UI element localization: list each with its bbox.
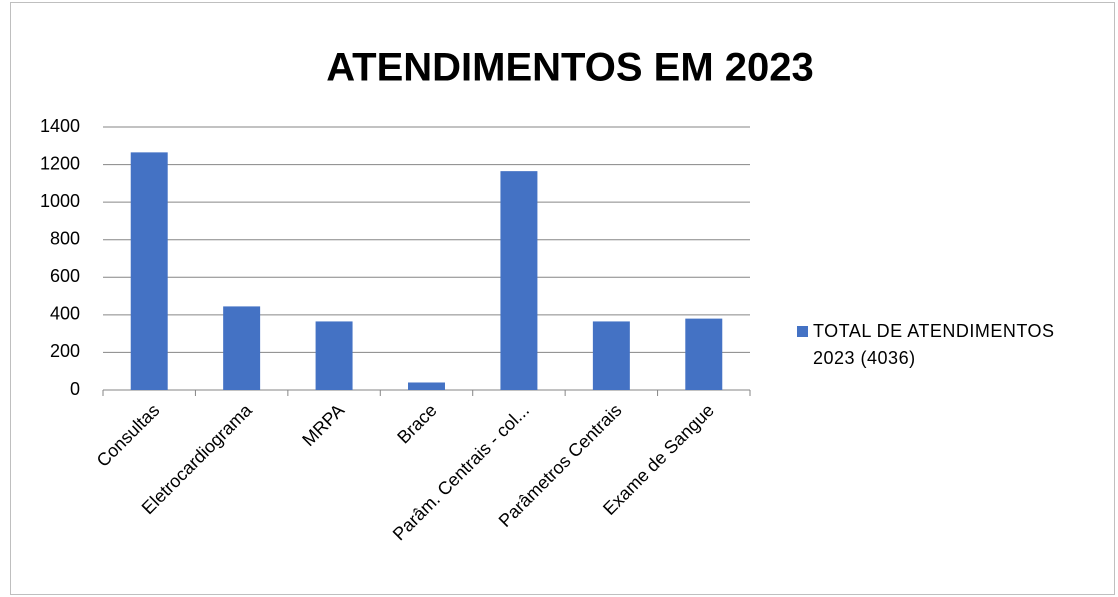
y-tick-label: 0 (70, 379, 80, 399)
chart-border (10, 2, 1115, 595)
y-tick-label: 1400 (40, 116, 80, 136)
legend: TOTAL DE ATENDIMENTOS 2023 (4036) (797, 318, 1087, 372)
y-tick-label: 400 (50, 304, 80, 324)
y-tick-label: 1200 (40, 153, 80, 173)
bar (500, 171, 538, 390)
legend-swatch (797, 326, 808, 337)
legend-label: TOTAL DE ATENDIMENTOS 2023 (4036) (813, 321, 1055, 368)
bar (315, 321, 353, 390)
bar (592, 321, 630, 390)
y-tick-label: 200 (50, 341, 80, 361)
chart-title: ATENDIMENTOS EM 2023 (326, 46, 814, 90)
bar (408, 382, 445, 390)
y-tick-label: 600 (50, 266, 80, 286)
y-tick-label: 1000 (40, 191, 80, 211)
bar (130, 152, 168, 390)
bar (685, 318, 723, 390)
bar (223, 306, 261, 390)
y-tick-label: 800 (50, 228, 80, 248)
